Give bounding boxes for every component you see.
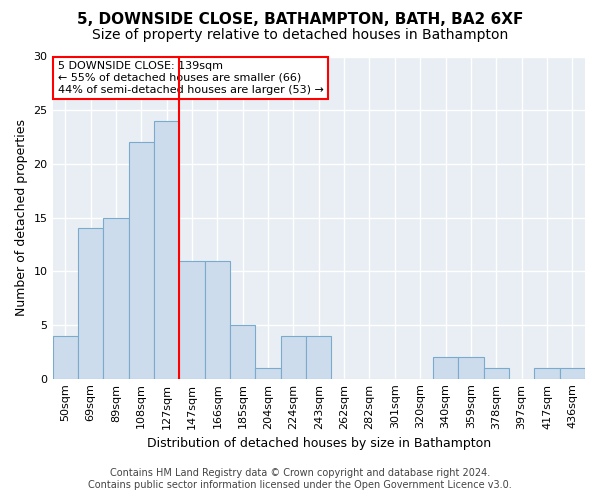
Bar (128, 142, 154, 378)
Text: 5 DOWNSIDE CLOSE: 139sqm
← 55% of detached houses are smaller (66)
44% of semi-d: 5 DOWNSIDE CLOSE: 139sqm ← 55% of detach… (58, 62, 324, 94)
Text: Size of property relative to detached houses in Bathampton: Size of property relative to detached ho… (92, 28, 508, 42)
Bar (560, 368, 585, 378)
Y-axis label: Number of detached properties: Number of detached properties (15, 119, 28, 316)
Bar (179, 260, 205, 378)
Bar (78, 228, 103, 378)
Bar (53, 336, 78, 378)
Bar (534, 368, 560, 378)
Bar (256, 368, 281, 378)
Bar (458, 357, 484, 378)
Bar (433, 357, 458, 378)
X-axis label: Distribution of detached houses by size in Bathampton: Distribution of detached houses by size … (147, 437, 491, 450)
Bar (103, 218, 128, 378)
Text: 5, DOWNSIDE CLOSE, BATHAMPTON, BATH, BA2 6XF: 5, DOWNSIDE CLOSE, BATHAMPTON, BATH, BA2… (77, 12, 523, 28)
Bar (281, 336, 306, 378)
Text: Contains HM Land Registry data © Crown copyright and database right 2024.
Contai: Contains HM Land Registry data © Crown c… (88, 468, 512, 490)
Bar (306, 336, 331, 378)
Bar (205, 260, 230, 378)
Bar (154, 121, 179, 378)
Bar (230, 325, 256, 378)
Bar (484, 368, 509, 378)
